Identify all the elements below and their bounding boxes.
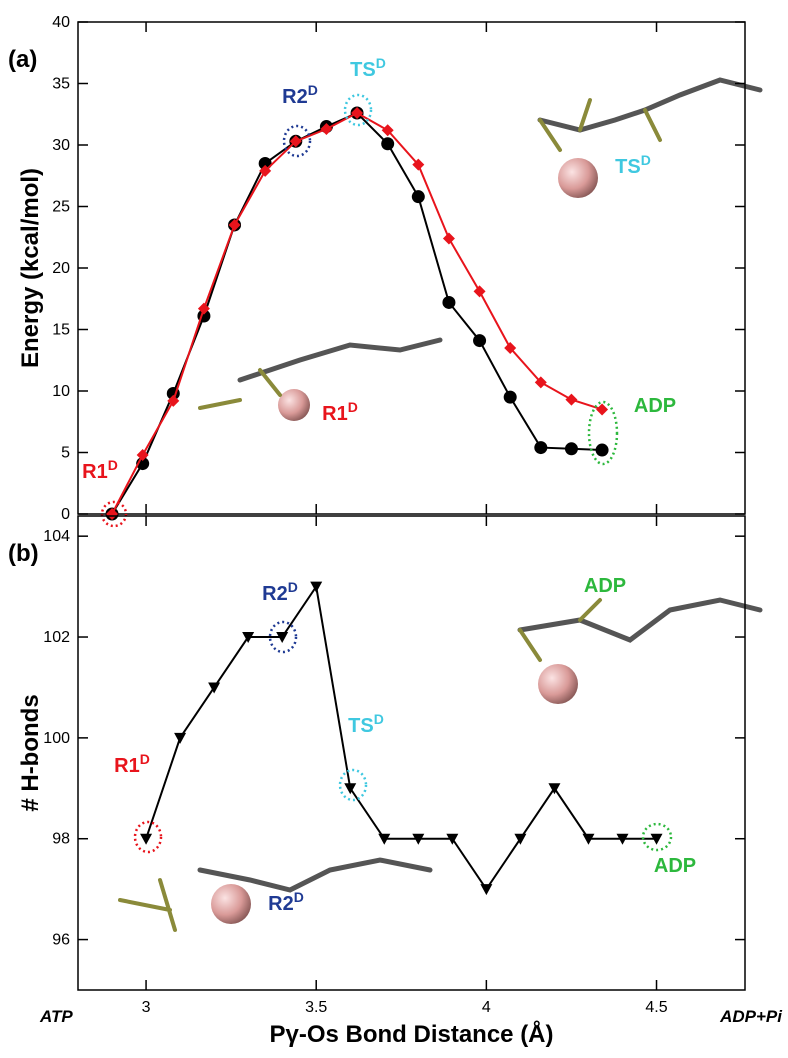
annotation-text: TS: [350, 59, 376, 81]
y-tick-label: 35: [52, 76, 70, 93]
annotation-text: R1: [322, 403, 348, 425]
annotation-text: R2: [268, 893, 294, 915]
marker: [596, 403, 608, 415]
y-axis-label: # H-bonds: [17, 694, 44, 811]
figure: 0510152025303540(a)Energy (kcal/mol)R1DR…: [0, 0, 788, 1053]
annotation: ADP: [654, 855, 696, 877]
plot-frame: [78, 22, 745, 514]
annotation-sup: D: [294, 889, 304, 905]
annotation-sup: D: [108, 457, 118, 473]
marker: [534, 441, 547, 454]
y-tick-label: 104: [43, 528, 70, 545]
x-end-label: ATP: [39, 1007, 73, 1026]
y-tick-label: 100: [43, 730, 70, 747]
page: 0510152025303540(a)Energy (kcal/mol)R1DR…: [0, 0, 788, 1058]
molecule-decor: [120, 80, 760, 930]
annotation: R2D: [262, 579, 298, 605]
annotation-text: ADP: [584, 575, 626, 597]
plot-frame: [78, 516, 745, 990]
marker: [480, 884, 492, 895]
annotation-sup: D: [308, 82, 318, 98]
y-tick-label: 40: [52, 14, 70, 31]
annotation-text: R1: [114, 755, 140, 777]
y-tick-label: 5: [61, 445, 70, 462]
y-tick-label: 102: [43, 629, 70, 646]
x-tick-label: 4.5: [645, 999, 667, 1016]
annotation: R2D: [282, 82, 318, 108]
marker: [412, 190, 425, 203]
annotation-sup: D: [641, 152, 651, 168]
marker: [565, 394, 577, 406]
y-tick-label: 20: [52, 260, 70, 277]
annotation-sup: D: [376, 55, 386, 71]
annotation: TSD: [615, 152, 651, 178]
annotation: ADP: [584, 575, 626, 597]
annotation-text: R1: [82, 461, 108, 483]
y-tick-label: 15: [52, 322, 70, 339]
marker: [443, 232, 455, 244]
series-line: [112, 113, 602, 514]
x-tick-label: 3.5: [305, 999, 327, 1016]
y-tick-label: 10: [52, 383, 70, 400]
y-tick-label: 0: [61, 506, 70, 523]
y-tick-label: 96: [52, 932, 70, 949]
annotation: R2D: [268, 889, 304, 915]
y-axis-label: Energy (kcal/mol): [17, 168, 44, 368]
panel-label: (b): [8, 540, 39, 567]
annotation-text: TS: [615, 156, 641, 178]
series-line: [146, 587, 656, 890]
annotation-sup: D: [348, 399, 358, 415]
x-end-label: ADP+Pi: [719, 1007, 783, 1026]
annotation-sup: D: [288, 579, 298, 595]
series-line: [112, 113, 602, 514]
annotation-text: R2: [282, 86, 308, 108]
marker: [548, 783, 560, 794]
panel-label: (a): [8, 46, 37, 73]
annotation: R1D: [322, 399, 358, 425]
y-tick-label: 98: [52, 831, 70, 848]
marker: [310, 582, 322, 593]
y-tick-label: 30: [52, 137, 70, 154]
annotation-text: ADP: [634, 395, 676, 417]
marker: [140, 834, 152, 845]
annotation-sup: D: [140, 751, 150, 767]
y-tick-label: 25: [52, 199, 70, 216]
marker: [504, 391, 517, 404]
marker: [514, 834, 526, 845]
marker: [565, 442, 578, 455]
marker: [596, 444, 609, 457]
annotation: TSD: [350, 55, 386, 81]
marker: [344, 783, 356, 794]
annotation-text: R2: [262, 583, 288, 605]
annotation-text: ADP: [654, 855, 696, 877]
x-tick-label: 3: [142, 999, 151, 1016]
x-axis-label: Pγ-Os Bond Distance (Å): [269, 1020, 553, 1048]
annotation: R1D: [114, 751, 150, 777]
marker: [208, 682, 220, 693]
marker: [174, 733, 186, 744]
marker: [381, 137, 394, 150]
annotation: ADP: [634, 395, 676, 417]
annotation: TSD: [348, 711, 384, 737]
annotation-sup: D: [374, 711, 384, 727]
marker: [474, 285, 486, 297]
annotation-text: TS: [348, 715, 374, 737]
annotation: R1D: [82, 457, 118, 483]
marker: [442, 296, 455, 309]
marker: [473, 334, 486, 347]
x-tick-label: 4: [482, 999, 491, 1016]
